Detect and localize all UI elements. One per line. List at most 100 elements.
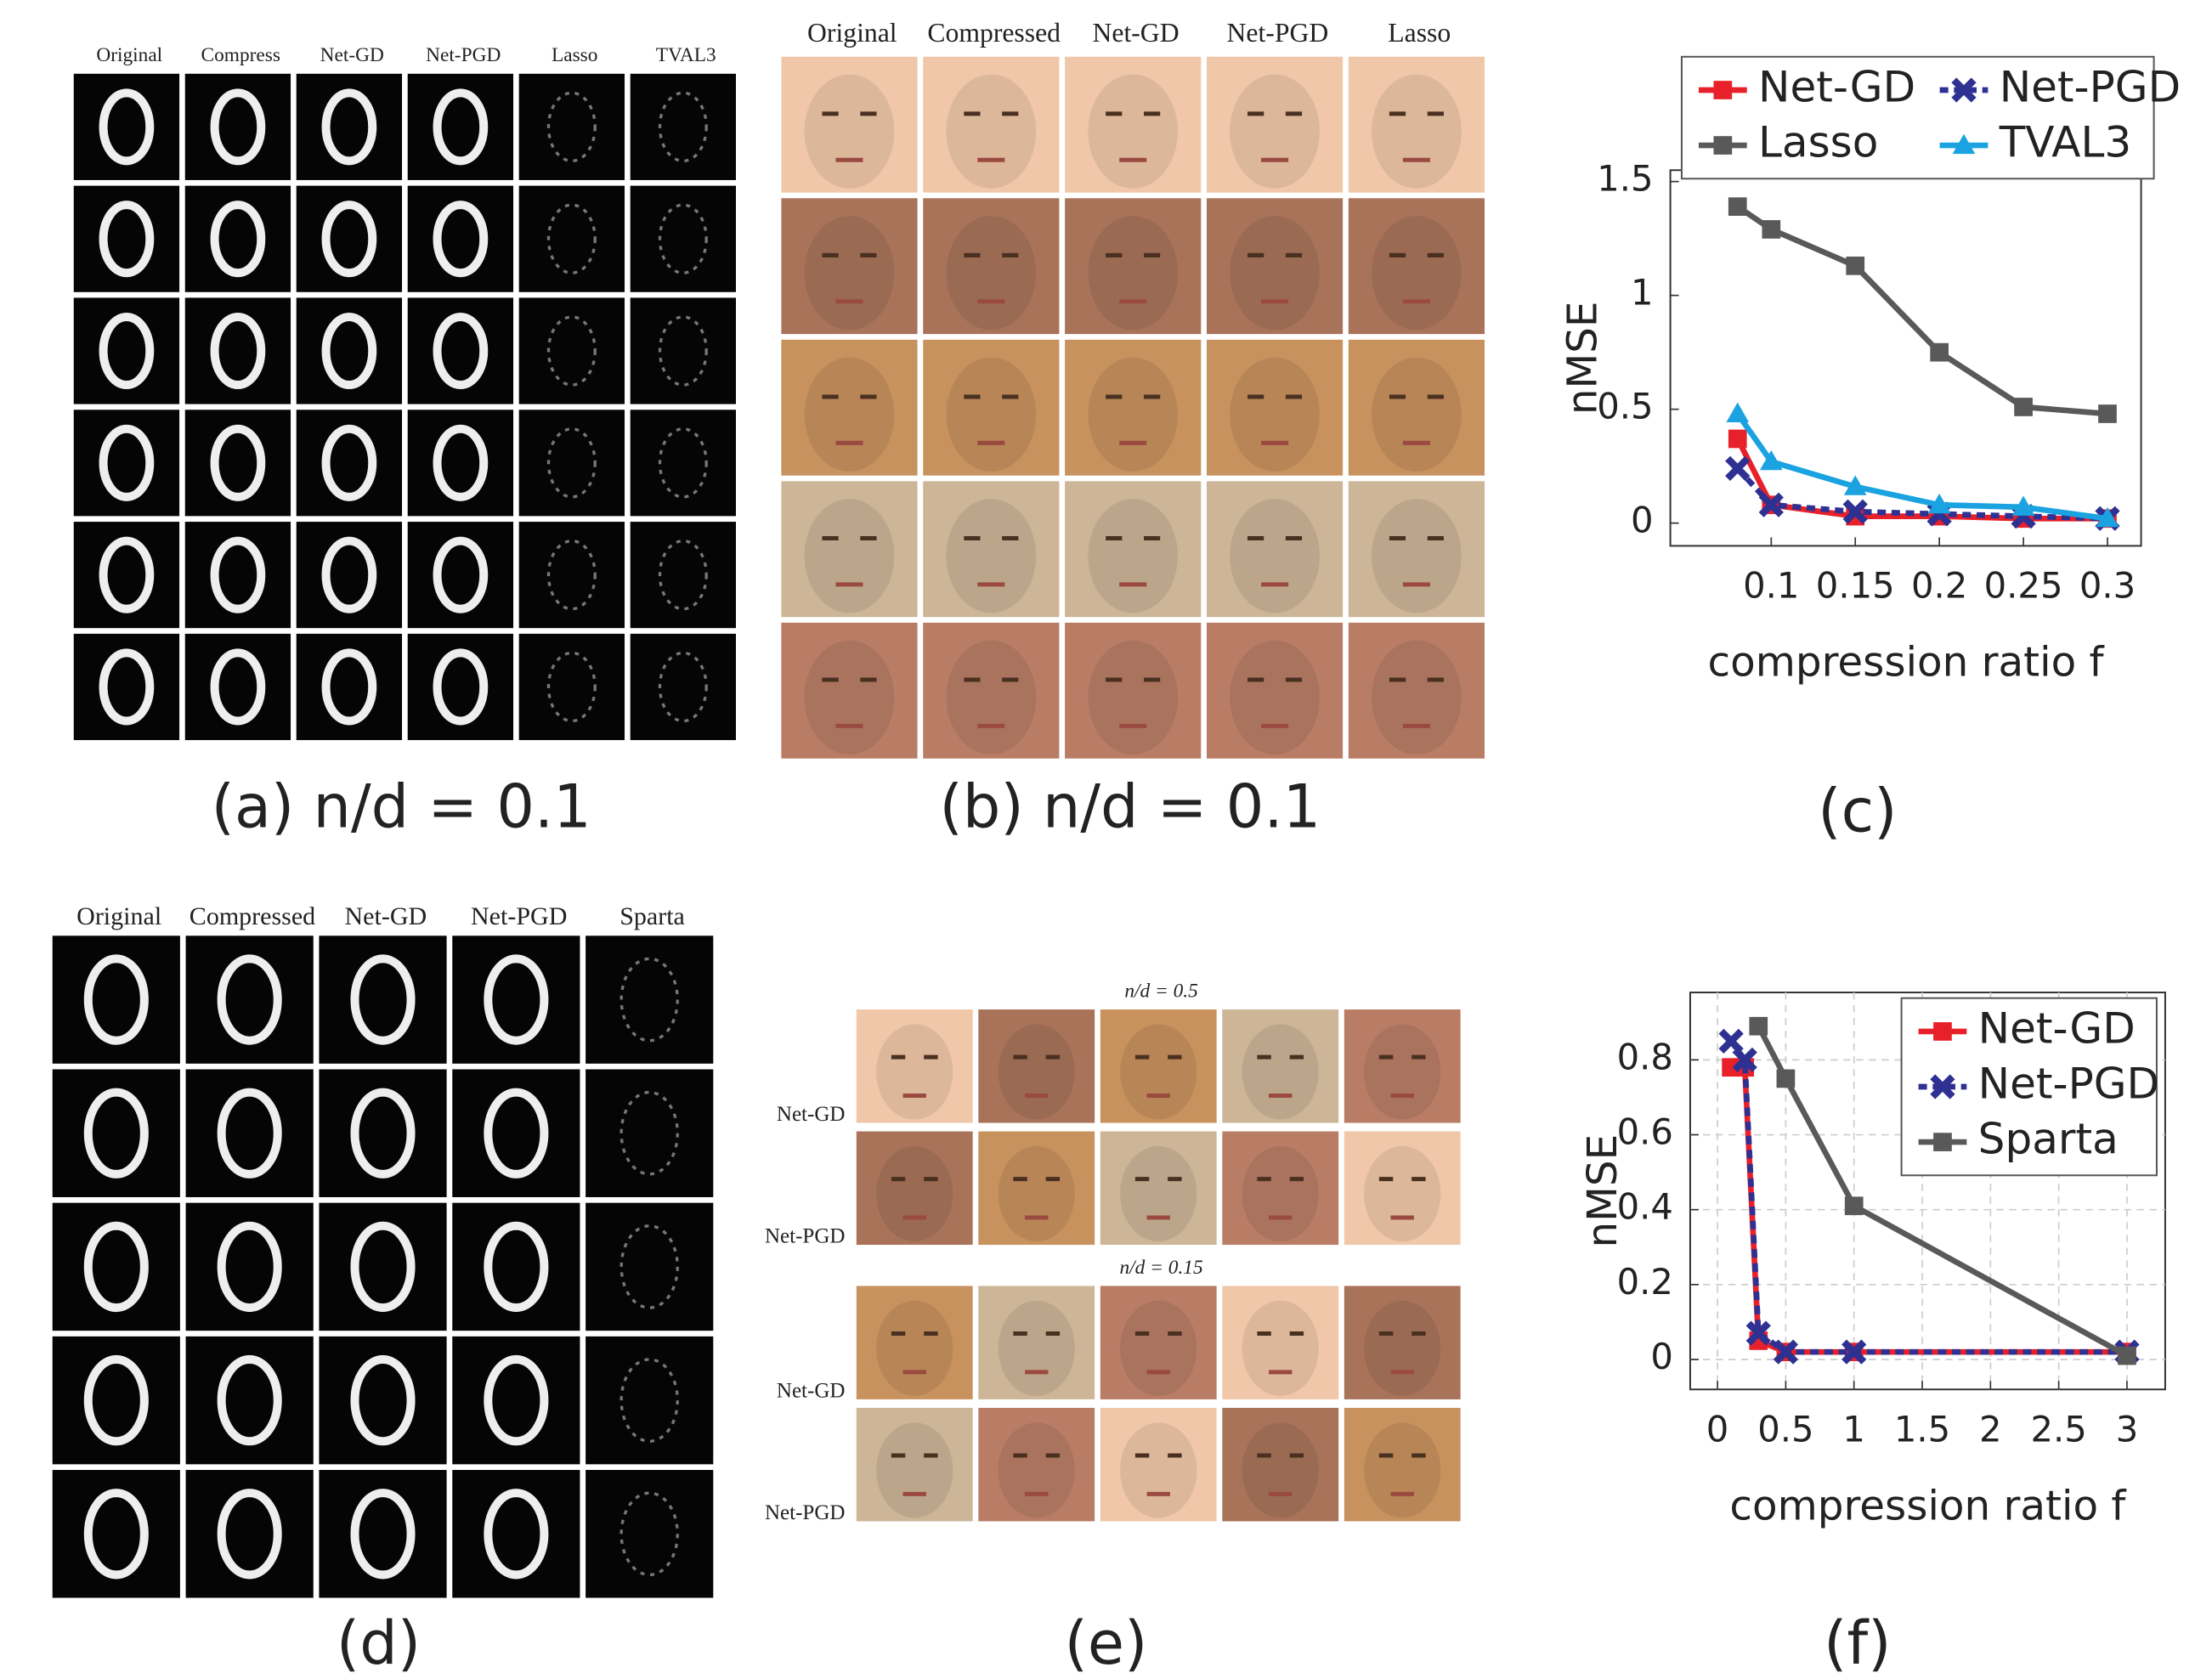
legend-label: Lasso (1758, 118, 1878, 167)
x-tick-label: 0.1 (1743, 564, 1799, 606)
digit-image (631, 186, 736, 292)
digit-image (631, 634, 736, 740)
column-header: Net-GD (1093, 18, 1180, 48)
face-shape (946, 75, 1036, 189)
face-shape (946, 358, 1036, 472)
face-shape (946, 499, 1036, 613)
face-shape (876, 1024, 953, 1119)
legend-label: Net-GD (1758, 62, 1915, 111)
face-shape (1242, 1422, 1319, 1518)
column-header: Compress (201, 44, 280, 66)
column-header: Original (96, 44, 162, 66)
digit-image (519, 297, 625, 404)
face-shape (1372, 641, 1462, 755)
legend-label: Net-GD (1978, 1003, 2136, 1053)
column-header: Compressed (927, 18, 1061, 48)
face-shape (1242, 1146, 1319, 1241)
x-tick-label: 1.5 (1894, 1408, 1950, 1450)
face-shape (1372, 75, 1462, 189)
row-label: Net-GD (777, 1379, 846, 1402)
face-shape (876, 1301, 953, 1396)
panel-caption: (e) (1065, 1608, 1148, 1673)
face-shape (1364, 1301, 1440, 1396)
x-tick-label: 0.3 (2079, 564, 2136, 606)
y-tick-label: 1.5 (1597, 158, 1653, 200)
face-shape (1230, 75, 1320, 189)
x-tick-label: 0.2 (1911, 564, 1967, 606)
face-shape (1372, 499, 1462, 613)
digit-image (631, 297, 736, 404)
panel-caption: (b) n/d = 0.1 (940, 772, 1321, 841)
column-header: Sparta (619, 902, 685, 930)
face-shape (1088, 641, 1178, 755)
row-label: Net-GD (777, 1103, 846, 1126)
marker (2098, 404, 2117, 423)
figure: Original Compress Net-GD Net-PGD Lasso TVAL3 (… (0, 0, 2212, 1673)
y-tick-label: 0 (1631, 500, 1654, 541)
face-shape (999, 1422, 1075, 1518)
column-header: Original (76, 902, 161, 930)
face-shape (999, 1301, 1075, 1396)
digit-image (631, 410, 736, 516)
face-shape (1242, 1024, 1319, 1119)
x-axis-label: compression ratio f (1729, 1482, 2126, 1529)
marker (1930, 343, 1949, 362)
face-shape (805, 75, 895, 189)
column-header: Net-GD (320, 44, 384, 66)
face-shape (946, 641, 1036, 755)
digit-image (519, 522, 625, 628)
face-shape (946, 216, 1036, 330)
face-shape (805, 641, 895, 755)
face-shape (1120, 1024, 1197, 1119)
group-title: n/d = 0.15 (1119, 1257, 1202, 1279)
column-header: Net-PGD (471, 902, 567, 930)
y-tick-label: 0.8 (1617, 1036, 1673, 1077)
page: Original Compress Net-GD Net-PGD Lasso TVAL3 (… (0, 0, 2212, 1673)
column-header: Net-GD (345, 902, 427, 930)
face-shape (1120, 1146, 1197, 1241)
row-label: Net-PGD (765, 1501, 846, 1524)
face-shape (1230, 499, 1320, 613)
marker (1846, 257, 1864, 275)
face-shape (1088, 216, 1178, 330)
digit-image (586, 1337, 713, 1465)
marker (2118, 1347, 2136, 1365)
digit-image (519, 410, 625, 516)
digit-image (586, 1069, 713, 1197)
column-header: Original (807, 18, 897, 48)
x-tick-label: 0.15 (1816, 564, 1895, 606)
column-header: Net-PGD (1227, 18, 1329, 48)
face-shape (1088, 358, 1178, 472)
face-shape (1372, 216, 1462, 330)
face-shape (876, 1146, 953, 1241)
face-shape (1088, 75, 1178, 189)
digit-image (631, 74, 736, 180)
face-shape (1242, 1301, 1319, 1396)
face-shape (805, 358, 895, 472)
group-title: n/d = 0.5 (1124, 980, 1198, 1002)
y-tick-label: 0 (1650, 1336, 1673, 1377)
digit-image (586, 1203, 713, 1331)
marker (1728, 430, 1747, 449)
marker (1713, 136, 1732, 155)
legend-label: Net-PGD (2000, 62, 2181, 111)
face-shape (1088, 499, 1178, 613)
digit-image (519, 186, 625, 292)
face-shape (1364, 1024, 1440, 1119)
panel-caption: (c) (1818, 777, 1897, 846)
face-shape (1120, 1301, 1197, 1396)
x-axis-label: compression ratio f (1708, 639, 2105, 687)
panel-caption: (d) (337, 1608, 421, 1673)
face-shape (1120, 1422, 1197, 1518)
x-tick-label: 3 (2116, 1408, 2139, 1450)
digit-image (519, 74, 625, 180)
face-shape (1230, 216, 1320, 330)
face-shape (1372, 358, 1462, 472)
column-header: TVAL3 (656, 44, 716, 66)
x-tick-label: 2 (1979, 1408, 2002, 1450)
marker (1845, 1196, 1864, 1215)
digit-image (631, 522, 736, 628)
face-shape (1364, 1146, 1440, 1241)
column-header: Lasso (1388, 18, 1451, 48)
marker (1933, 1022, 1952, 1041)
